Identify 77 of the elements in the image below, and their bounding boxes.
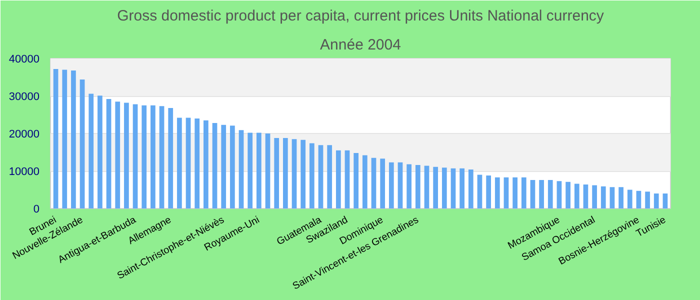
bar xyxy=(548,180,553,208)
bar xyxy=(159,106,164,208)
bar xyxy=(132,104,138,208)
bar xyxy=(354,153,359,208)
bar xyxy=(645,192,650,208)
bar xyxy=(442,168,447,208)
bar xyxy=(521,177,526,208)
bar xyxy=(256,132,262,208)
y-tick-label: 0 xyxy=(33,204,40,216)
bar xyxy=(194,118,200,208)
chart-subtitle: Année 2004 xyxy=(320,36,401,54)
bar xyxy=(406,164,412,208)
bar xyxy=(248,132,253,208)
bar xyxy=(204,120,208,208)
bar xyxy=(327,145,332,208)
bar xyxy=(388,162,394,208)
bar xyxy=(124,102,129,208)
y-tick-label: 10000 xyxy=(8,166,40,178)
bar xyxy=(610,187,615,208)
bar xyxy=(150,105,156,208)
bar xyxy=(300,140,306,208)
bar xyxy=(283,138,288,208)
bar xyxy=(556,181,562,208)
bar xyxy=(292,139,297,208)
bar xyxy=(654,194,659,208)
bar xyxy=(362,155,368,208)
bar xyxy=(238,130,244,208)
bar xyxy=(106,99,112,208)
bar xyxy=(62,70,68,208)
bar xyxy=(424,166,430,208)
bar xyxy=(380,158,386,208)
bar xyxy=(600,186,606,208)
bar xyxy=(433,166,438,208)
bar xyxy=(512,177,518,208)
bar xyxy=(318,145,324,208)
bar xyxy=(627,190,632,208)
bar xyxy=(530,180,536,208)
bar xyxy=(504,177,509,208)
bar xyxy=(618,187,624,208)
bar xyxy=(344,150,350,208)
bar xyxy=(309,143,314,208)
bar xyxy=(336,150,341,208)
bar xyxy=(88,94,94,208)
bar xyxy=(212,123,218,208)
bar xyxy=(177,118,182,208)
bar xyxy=(265,134,270,208)
bar xyxy=(566,182,570,208)
bar xyxy=(80,80,85,208)
bar xyxy=(398,162,403,208)
y-tick-label: 20000 xyxy=(8,128,40,140)
bar xyxy=(186,118,191,208)
bar xyxy=(98,96,102,208)
bar xyxy=(53,69,58,208)
chart-title: Gross domestic product per capita, current prices Units National currency xyxy=(117,8,604,24)
bar xyxy=(468,170,474,208)
bar xyxy=(168,108,174,208)
bar xyxy=(494,177,500,208)
bar xyxy=(539,180,544,208)
bar xyxy=(371,158,376,208)
bar xyxy=(230,126,235,208)
bar xyxy=(274,138,280,208)
bar xyxy=(115,102,120,208)
y-tick-label: 40000 xyxy=(8,54,40,66)
bar xyxy=(460,168,464,208)
bar xyxy=(415,165,420,208)
bar xyxy=(142,105,147,208)
bar xyxy=(450,168,456,208)
bar xyxy=(583,184,588,208)
bar xyxy=(592,185,597,208)
bar xyxy=(486,176,491,208)
bar xyxy=(221,124,226,208)
bar xyxy=(477,174,482,208)
bar xyxy=(71,70,76,208)
bar xyxy=(662,194,668,208)
bar xyxy=(574,184,580,208)
bar xyxy=(636,190,642,208)
y-tick-label: 30000 xyxy=(8,91,40,103)
